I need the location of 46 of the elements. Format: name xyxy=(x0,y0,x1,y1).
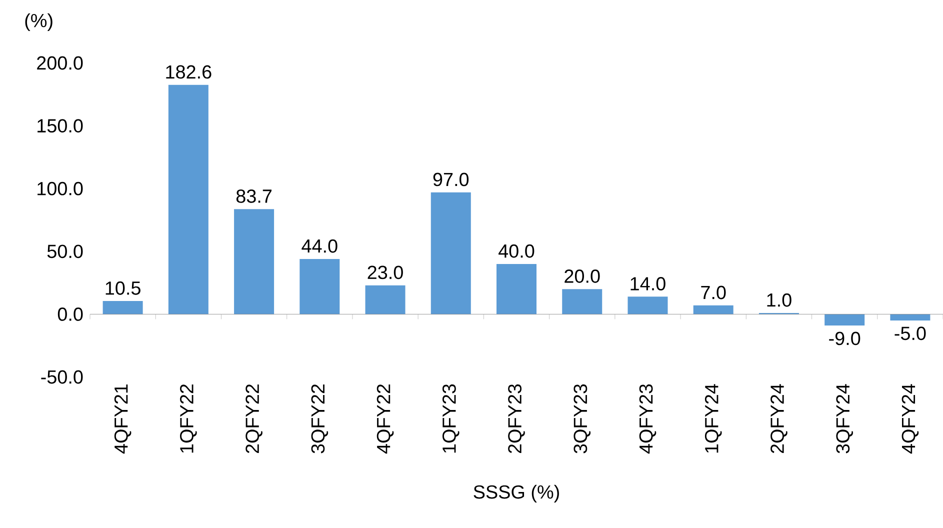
data-label: 14.0 xyxy=(630,277,666,290)
data-label: 182.6 xyxy=(166,65,212,79)
x-tick-label: 1QFY23 xyxy=(442,384,460,453)
data-label: 97.0 xyxy=(433,172,469,186)
x-tick-label: 3QFY23 xyxy=(574,384,591,454)
data-label: 83.7 xyxy=(236,189,272,203)
data-label: -9.0 xyxy=(829,332,860,346)
bar xyxy=(365,285,406,314)
bar xyxy=(562,289,602,314)
bar xyxy=(168,84,208,314)
bar xyxy=(628,296,668,314)
x-tick-label: 4QFY22 xyxy=(376,384,394,454)
bar xyxy=(102,301,143,314)
x-tick-label: 4QFY23 xyxy=(639,384,656,454)
y-tick-label: 150.0 xyxy=(38,119,83,133)
x-tick-label: 4QFY21 xyxy=(114,384,132,454)
y-tick-label: 0.0 xyxy=(58,308,83,321)
data-label: -5.0 xyxy=(894,326,926,340)
bar xyxy=(890,314,930,320)
bar xyxy=(300,258,340,314)
y-axis-title: (%) xyxy=(25,13,52,31)
x-axis-title: SSSG (%) xyxy=(474,484,559,502)
x-tick-label: 3QFY24 xyxy=(836,384,853,454)
y-tick-label: 50.0 xyxy=(47,244,83,258)
data-label: 7.0 xyxy=(701,286,726,300)
data-label: 10.5 xyxy=(106,281,140,295)
data-label: 20.0 xyxy=(564,269,600,283)
y-tick-label: -50.0 xyxy=(41,370,83,384)
data-label: 44.0 xyxy=(302,239,338,253)
bar xyxy=(430,192,471,314)
x-tick-label: 1QFY24 xyxy=(704,384,722,453)
data-label: 1.0 xyxy=(767,293,792,307)
x-tick-label: 4QFY24 xyxy=(902,384,919,454)
data-label: 23.0 xyxy=(368,266,403,280)
x-tick-label: 3QFY22 xyxy=(311,384,328,454)
bar xyxy=(824,314,865,326)
x-tick-label: 2QFY23 xyxy=(508,384,525,454)
data-label: 40.0 xyxy=(498,244,534,258)
y-tick-label: 100.0 xyxy=(38,182,83,196)
bar xyxy=(496,264,537,314)
x-tick-label: 1QFY22 xyxy=(180,384,197,453)
y-tick-label: 200.0 xyxy=(37,56,83,70)
bar xyxy=(693,305,734,314)
x-tick-label: 2QFY22 xyxy=(246,384,262,454)
bar xyxy=(234,209,274,314)
x-tick-label: 2QFY24 xyxy=(770,384,788,454)
